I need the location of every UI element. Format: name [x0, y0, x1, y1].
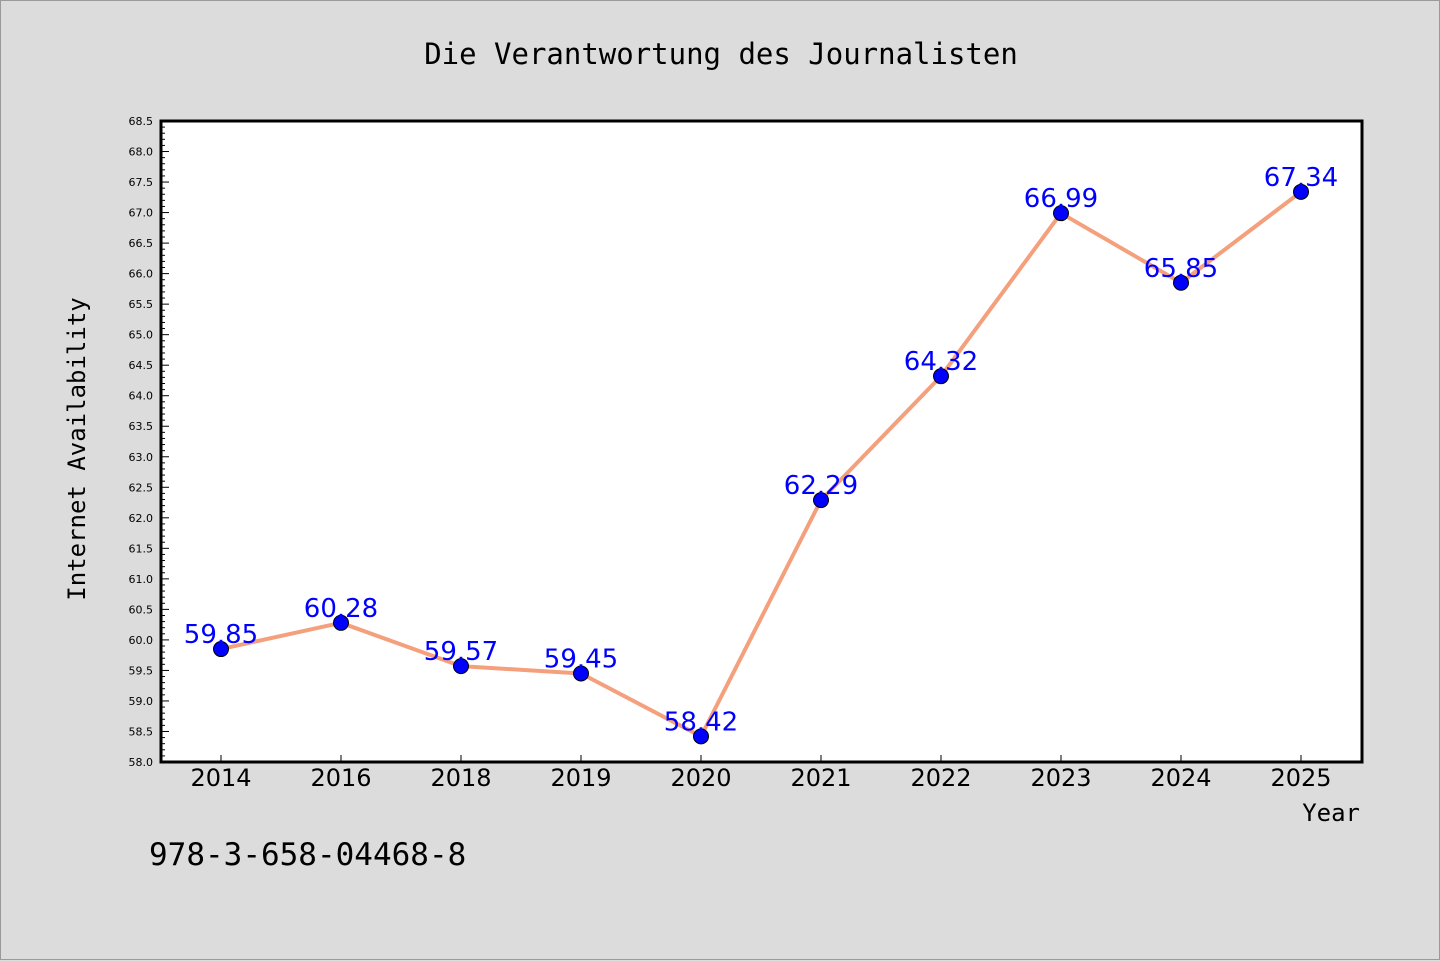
- data-point: [1173, 274, 1189, 291]
- data-label: 67.34: [1264, 163, 1338, 193]
- data-point: [933, 368, 949, 385]
- y-tick-label: 59.5: [129, 664, 154, 677]
- y-tick-label: 67.5: [129, 176, 154, 189]
- y-tick-label: 64.5: [129, 359, 154, 372]
- data-label: 65.85: [1144, 254, 1218, 284]
- series-line-group: [220, 190, 1303, 739]
- x-tick-label: 2025: [1270, 764, 1331, 792]
- data-point: [213, 641, 229, 658]
- x-tick-label: 2023: [1030, 764, 1091, 792]
- data-point: [1293, 183, 1309, 200]
- y-tick-label: 66.0: [129, 268, 154, 281]
- data-point: [693, 728, 709, 745]
- y-tick-label: 58.0: [129, 756, 154, 769]
- data-point: [453, 658, 469, 675]
- y-tick-label: 60.0: [129, 634, 154, 647]
- x-tick-label: 2020: [670, 764, 731, 792]
- x-axis-label: Year: [1302, 799, 1360, 827]
- y-tick-label: 61.0: [129, 573, 154, 586]
- chart-title: Die Verantwortung des Journalisten: [424, 37, 1018, 71]
- data-label: 59.57: [424, 637, 498, 667]
- y-tick-label: 65.0: [129, 329, 154, 342]
- y-tick-label: 62.5: [129, 481, 154, 494]
- data-label: 59.45: [544, 644, 618, 674]
- x-tick-label: 2021: [790, 764, 851, 792]
- y-tick-label: 58.5: [129, 725, 154, 738]
- x-tick-label: 2016: [310, 764, 371, 792]
- data-label: 59.85: [184, 620, 258, 650]
- y-axis-label: Internet Availability: [63, 297, 91, 600]
- data-label: 64.32: [904, 347, 978, 377]
- y-tick-label: 63.5: [129, 420, 154, 433]
- x-tick-label: 2024: [1150, 764, 1211, 792]
- data-point: [573, 665, 589, 682]
- y-tick-label: 60.5: [129, 603, 154, 616]
- y-tick-label: 63.0: [129, 451, 154, 464]
- data-label: 66.99: [1024, 184, 1098, 214]
- y-axis: 58.0 58.5 59.0 59.5 60.0 60.5 61.0 61.5 62.0 62.5…: [129, 115, 169, 769]
- data-label: 62.29: [784, 471, 858, 501]
- series-line: [220, 190, 1303, 739]
- data-labels-group: 59.85 60.28 59.57 59.45 58.42 62.29 64.32 66.99…: [184, 163, 1338, 738]
- isbn-text: 978-3-658-04468-8: [149, 837, 466, 873]
- x-tick-label: 2022: [910, 764, 971, 792]
- y-tick-label: 62.0: [129, 512, 154, 525]
- plot-area: [159, 119, 1364, 764]
- y-tick-label: 65.5: [129, 298, 154, 311]
- y-tick-label: 66.5: [129, 237, 154, 250]
- data-point: [813, 492, 829, 509]
- x-axis: 2014 2016 2018 2019 2020 2021 2022 2023 2024 2025: [190, 755, 1332, 792]
- x-tick-label: 2018: [430, 764, 491, 792]
- x-tick-label: 2019: [550, 764, 611, 792]
- y-tick-label: 59.0: [129, 695, 154, 708]
- y-tick-label: 68.0: [129, 146, 154, 159]
- x-tick-label: 2014: [190, 764, 251, 792]
- data-label: 60.28: [304, 594, 378, 624]
- y-tick-label: 61.5: [129, 542, 154, 555]
- y-tick-label: 68.5: [129, 115, 154, 128]
- data-label: 58.42: [664, 707, 738, 737]
- y-tick-label: 67.0: [129, 207, 154, 220]
- data-point: [333, 614, 349, 631]
- y-tick-label: 64.0: [129, 390, 154, 403]
- markers-group: [213, 183, 1309, 745]
- data-point: [1053, 205, 1069, 222]
